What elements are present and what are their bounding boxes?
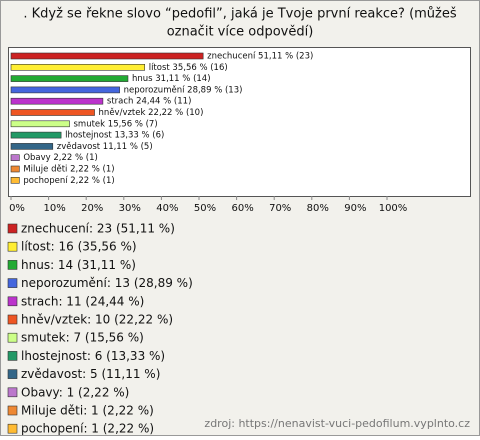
x-tick-label: 40% (156, 203, 178, 214)
legend-swatch (7, 423, 18, 434)
legend-swatch (7, 314, 18, 325)
legend-swatch (7, 369, 18, 379)
bar (10, 120, 70, 128)
bar (10, 64, 146, 71)
x-tick-label: 80% (307, 203, 329, 214)
bar (10, 165, 20, 173)
legend-label: zvědavost: 5 (11,11 %) (21, 367, 160, 381)
bar-label: lítost 35,56 % (16) (149, 63, 228, 73)
legend-label: znechucení: 23 (51,11 %) (21, 222, 175, 236)
legend-label: pochopení: 1 (2,22 %) (21, 422, 154, 436)
plot-area (8, 47, 471, 197)
legend-swatch (7, 387, 18, 398)
bar-label: Miluje děti 2,22 % (1) (23, 165, 114, 175)
bar-label: znechucení 51,11 % (23) (207, 52, 313, 62)
chart-title: . Když se řekne slovo “pedofil”, jaká je… (23, 7, 457, 22)
legend-swatch (7, 296, 18, 307)
legend-swatch (7, 332, 18, 343)
legend-label: lhostejnost: 6 (13,33 %) (21, 349, 165, 363)
bar (10, 97, 104, 105)
bar (10, 109, 95, 116)
bar-label: Obavy 2,22 % (1) (23, 153, 98, 163)
legend-swatch (7, 241, 18, 252)
bar-label: strach 24,44 % (11) (107, 97, 192, 107)
bar (10, 154, 20, 161)
legend-label: hnus: 14 (31,11 %) (21, 258, 136, 272)
source: zdroj: https://nenavist-vuci-pedofilum.v… (204, 417, 470, 430)
legend-swatch (7, 405, 18, 416)
legend-swatch (7, 278, 18, 288)
bar-label: pochopení 2,22 % (1) (23, 176, 114, 186)
x-tick-label: 50% (194, 203, 216, 214)
x-tick-label: 30% (119, 203, 141, 214)
x-tick-label: 90% (344, 203, 366, 214)
legend-label: Miluje děti: 1 (2,22 %) (21, 404, 154, 418)
x-tick-label: 100% (379, 203, 408, 214)
x-tick-label: 20% (81, 203, 103, 214)
legend-label: lítost: 16 (35,56 %) (21, 240, 137, 254)
x-tick-label: 60% (231, 203, 253, 214)
legend-label: hněv/vztek: 10 (22,22 %) (21, 313, 173, 327)
bar-label: hněv/vztek 22,22 % (10) (99, 108, 204, 118)
bar (10, 143, 54, 150)
bar-label: hnus 31,11 % (14) (132, 74, 211, 84)
legend-label: Obavy: 1 (2,22 %) (21, 385, 129, 399)
bar (10, 86, 120, 94)
legend-label: neporozumění: 13 (28,89 %) (21, 276, 193, 290)
legend-swatch (7, 260, 18, 270)
legend-label: strach: 11 (24,44 %) (21, 294, 144, 308)
bar-label: lhostejnost 13,33 % (6) (65, 131, 164, 141)
legend-swatch (7, 351, 18, 361)
x-tick-label: 70% (269, 203, 291, 214)
x-tick-label: 0% (9, 203, 25, 214)
bar-label: zvědavost 11,11 % (5) (57, 142, 153, 152)
bar-label: neporozumění 28,89 % (13) (124, 85, 243, 95)
legend-swatch (7, 223, 18, 234)
legend-label: smutek: 7 (15,56 %) (21, 331, 144, 345)
bar (10, 75, 129, 82)
chart-subtitle: označit více odpovědí) (167, 25, 314, 40)
bar (10, 177, 20, 184)
bar-label: smutek 15,56 % (7) (74, 119, 158, 129)
bar (10, 131, 62, 139)
x-tick-label: 10% (43, 203, 65, 214)
bar (10, 52, 204, 60)
